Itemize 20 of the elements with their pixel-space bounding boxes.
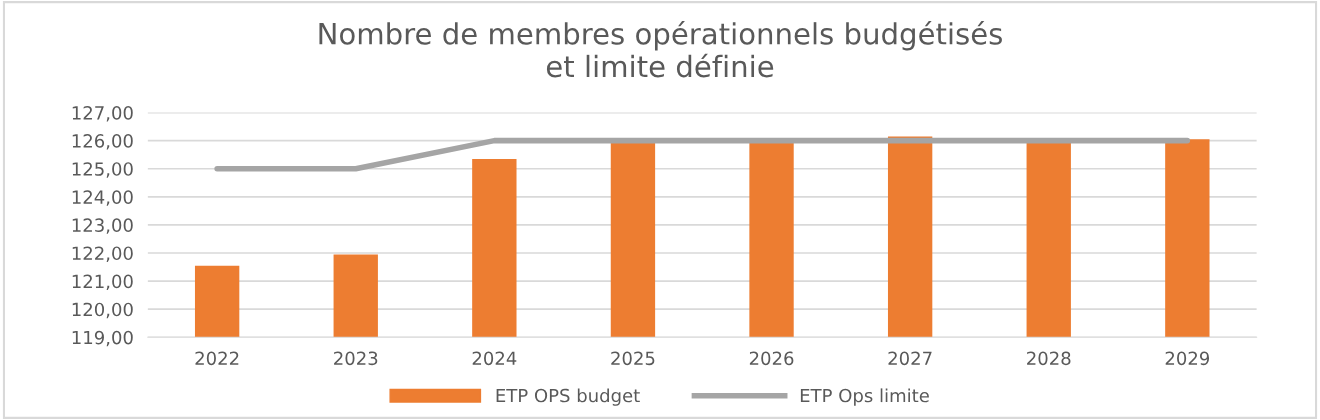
legend-label: ETP Ops limite xyxy=(800,388,929,406)
y-tick-label: 123,00 xyxy=(72,218,133,234)
x-tick-label: 2024 xyxy=(472,351,517,366)
x-tick-label: 2022 xyxy=(195,351,239,366)
x-tick-label: 2025 xyxy=(611,351,655,366)
y-tick-label: 122,00 xyxy=(72,246,133,262)
y-tick-label: 121,00 xyxy=(72,274,133,291)
y-tick-label: 120,00 xyxy=(72,302,133,319)
legend-label: ETP OPS budget xyxy=(496,388,640,406)
x-tick-label: 2023 xyxy=(334,351,378,366)
x-tick-label: 2029 xyxy=(1165,351,1210,366)
x-tick-label: 2026 xyxy=(749,351,794,366)
y-tick-label: 124,00 xyxy=(72,190,133,206)
y-tick-label: 127,00 xyxy=(72,106,133,122)
chart-title: Nombre de membres opérationnels budgétisés et limite définie xyxy=(319,21,1002,78)
y-tick-label: 126,00 xyxy=(72,134,133,150)
y-tick-label: 119,00 xyxy=(72,330,133,347)
y-tick-label: 125,00 xyxy=(72,162,133,178)
x-tick-label: 2027 xyxy=(888,351,932,366)
x-tick-label: 2028 xyxy=(1027,351,1071,366)
